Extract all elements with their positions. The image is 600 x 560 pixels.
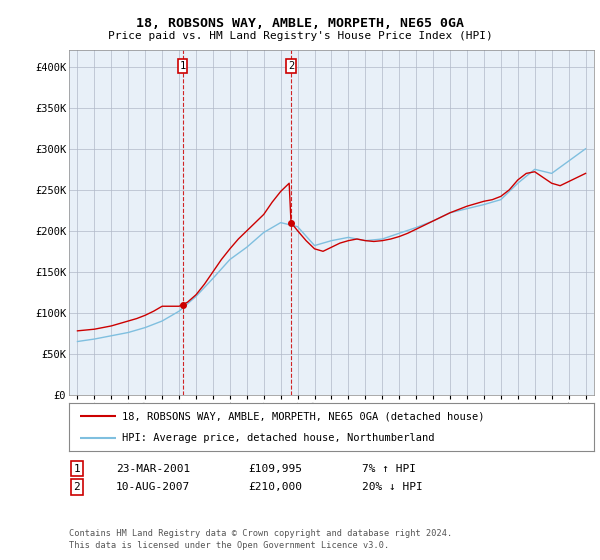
Text: Price paid vs. HM Land Registry's House Price Index (HPI): Price paid vs. HM Land Registry's House … <box>107 31 493 41</box>
Text: 1: 1 <box>73 464 80 474</box>
Text: HPI: Average price, detached house, Northumberland: HPI: Average price, detached house, Nort… <box>121 433 434 443</box>
Text: 23-MAR-2001: 23-MAR-2001 <box>116 464 190 474</box>
Text: This data is licensed under the Open Government Licence v3.0.: This data is licensed under the Open Gov… <box>69 542 389 550</box>
Text: 7% ↑ HPI: 7% ↑ HPI <box>362 464 416 474</box>
Text: 2: 2 <box>288 61 294 71</box>
Text: 18, ROBSONS WAY, AMBLE, MORPETH, NE65 0GA: 18, ROBSONS WAY, AMBLE, MORPETH, NE65 0G… <box>136 17 464 30</box>
Text: 1: 1 <box>179 61 186 71</box>
Text: 20% ↓ HPI: 20% ↓ HPI <box>362 482 422 492</box>
Text: 2: 2 <box>73 482 80 492</box>
Text: Contains HM Land Registry data © Crown copyright and database right 2024.: Contains HM Land Registry data © Crown c… <box>69 529 452 538</box>
Text: 18, ROBSONS WAY, AMBLE, MORPETH, NE65 0GA (detached house): 18, ROBSONS WAY, AMBLE, MORPETH, NE65 0G… <box>121 411 484 421</box>
Text: £109,995: £109,995 <box>248 464 302 474</box>
Text: 10-AUG-2007: 10-AUG-2007 <box>116 482 190 492</box>
Text: £210,000: £210,000 <box>248 482 302 492</box>
